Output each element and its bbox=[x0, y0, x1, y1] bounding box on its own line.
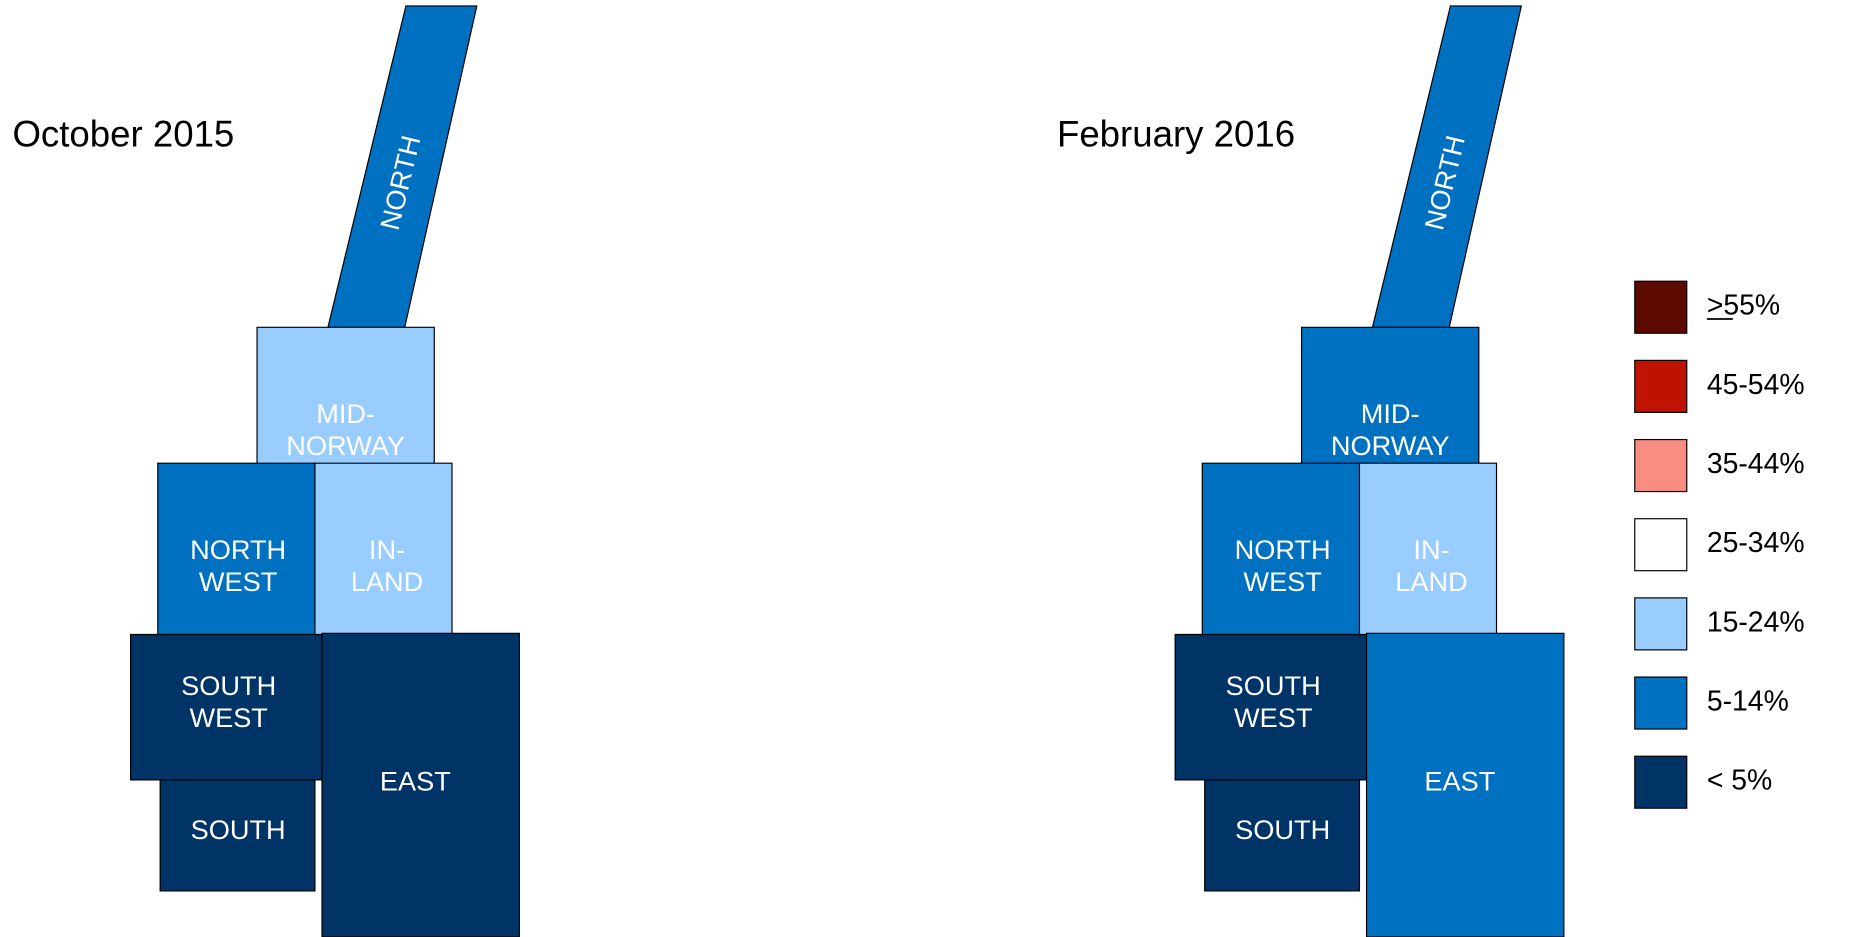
region-label: EAST bbox=[1424, 766, 1495, 797]
legend: >55% 45-54% 35-44% 25-34% 15-24% 5-14% < 5% bbox=[1634, 280, 1805, 809]
legend-label: >55% bbox=[1707, 290, 1780, 322]
map-title: October 2015 bbox=[12, 114, 234, 155]
legend-label: 15-24% bbox=[1707, 606, 1805, 638]
region-label: MID- bbox=[1361, 398, 1420, 429]
legend-swatch bbox=[1634, 518, 1688, 572]
legend-swatch bbox=[1634, 280, 1688, 334]
legend-swatch bbox=[1634, 755, 1688, 809]
map: October 2015 NORTHMID-NORWAYNORTHWESTIN-L… bbox=[12, 5, 520, 937]
region-label: NORTH bbox=[1235, 534, 1331, 565]
region-label: NORTH bbox=[190, 534, 286, 565]
legend-label: 25-34% bbox=[1707, 527, 1805, 559]
region bbox=[1204, 779, 1361, 892]
region-label: NORWAY bbox=[1331, 430, 1450, 461]
legend-swatch bbox=[1634, 597, 1688, 651]
legend-label: 45-54% bbox=[1707, 369, 1805, 401]
region bbox=[321, 632, 520, 937]
region-label: IN- bbox=[1413, 534, 1449, 565]
legend-label: < 5% bbox=[1707, 765, 1772, 797]
map-title: February 2016 bbox=[1057, 114, 1295, 155]
region-label: SOUTH bbox=[1235, 814, 1330, 845]
region-label: LAND bbox=[1395, 566, 1467, 597]
region-label: SOUTH bbox=[181, 670, 276, 701]
region bbox=[159, 779, 316, 892]
region-label: EAST bbox=[380, 766, 451, 797]
legend-swatch bbox=[1634, 676, 1688, 730]
map: February 2016 NORTHMID-NORWAYNORTHWESTIN-… bbox=[1057, 5, 1565, 937]
region-label: WEST bbox=[199, 566, 277, 597]
region-label: MID- bbox=[316, 398, 375, 429]
region-label: WEST bbox=[1243, 566, 1321, 597]
legend-label: 35-44% bbox=[1707, 448, 1805, 480]
region-label: LAND bbox=[351, 566, 423, 597]
legend-label: 5-14% bbox=[1707, 686, 1789, 718]
region-label: SOUTH bbox=[1226, 670, 1321, 701]
region-label: IN- bbox=[369, 534, 405, 565]
legend-swatch bbox=[1634, 438, 1688, 493]
legend-swatch bbox=[1634, 359, 1688, 413]
region-label: WEST bbox=[1234, 702, 1312, 733]
region-label: NORWAY bbox=[286, 430, 405, 461]
region bbox=[1365, 632, 1565, 937]
region-label: WEST bbox=[189, 702, 267, 733]
region-label: SOUTH bbox=[191, 814, 286, 845]
